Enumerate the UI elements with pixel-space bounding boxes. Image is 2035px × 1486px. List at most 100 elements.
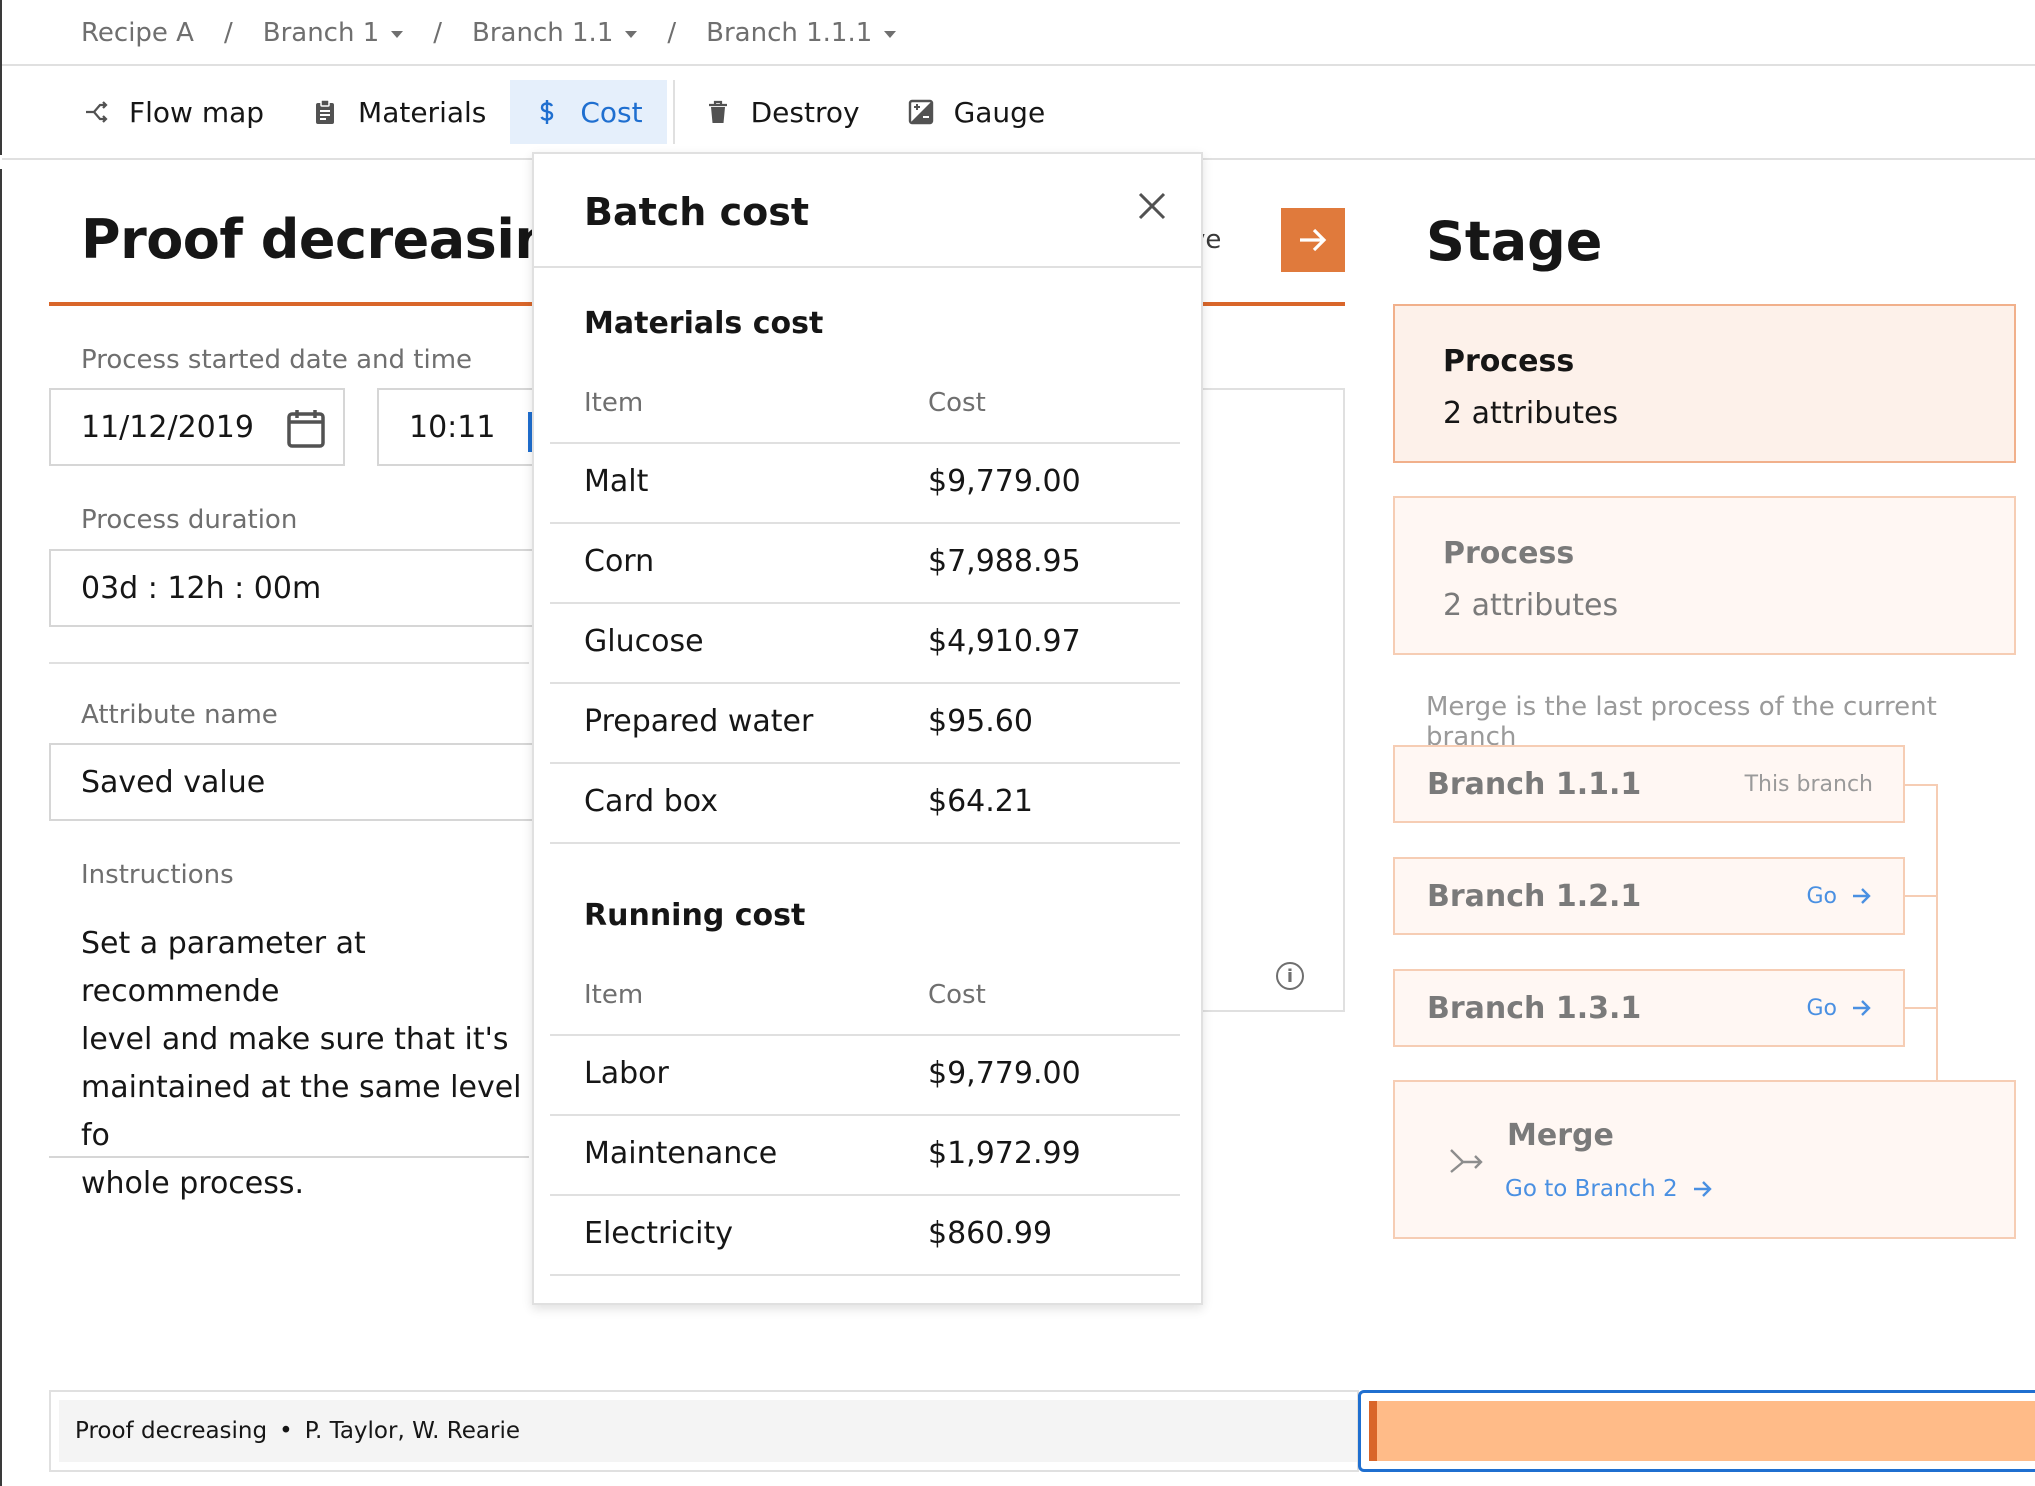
breadcrumb-label: Branch 1.1.1 <box>706 18 873 48</box>
progress-bar[interactable] <box>1358 1390 2035 1472</box>
tool-flow-map[interactable]: Flow map <box>59 80 288 144</box>
branch-connector <box>1905 784 1938 786</box>
calendar-icon[interactable] <box>287 408 325 448</box>
go-to-branch-link[interactable]: Go to Branch 2 <box>1505 1176 1714 1202</box>
page-title: Proof decreasing <box>81 208 591 271</box>
started-label: Process started date and time <box>81 345 473 375</box>
breadcrumb-separator: / <box>223 18 233 48</box>
instructions-line: maintained at the same level fo <box>81 1070 522 1153</box>
cell-cost: $9,779.00 <box>928 1056 1081 1091</box>
cell-cost: $4,910.97 <box>928 624 1081 659</box>
cell-item: Maintenance <box>584 1136 778 1171</box>
notes-area[interactable] <box>1200 388 1345 1012</box>
bottom-divider <box>49 1156 529 1158</box>
tool-destroy[interactable]: Destroy <box>681 80 884 144</box>
table-row: Prepared water $95.60 <box>550 682 1180 762</box>
time-field[interactable]: 10:11 <box>377 388 537 466</box>
branch-name: Branch 1.1.1 <box>1427 766 1642 802</box>
next-button[interactable] <box>1281 208 1345 272</box>
stage-note: Merge is the last process of the current… <box>1426 692 1937 752</box>
arrow-right-icon <box>1300 228 1327 252</box>
tool-label: Flow map <box>129 95 265 129</box>
breadcrumb-label: Recipe A <box>81 18 194 48</box>
cell-cost: $7,988.95 <box>928 544 1081 579</box>
go-link[interactable]: Go <box>1806 971 1873 1045</box>
tool-cost[interactable]: Cost <box>510 80 667 144</box>
branch-connector <box>1905 895 1938 897</box>
popover-title: Batch cost <box>584 190 809 234</box>
card-title: Process <box>1443 536 1575 571</box>
instructions-line: Set a parameter at recommende <box>81 926 366 1009</box>
column-header-item: Item <box>584 388 644 418</box>
tool-materials[interactable]: Materials <box>288 80 510 144</box>
cell-item: Labor <box>584 1056 669 1091</box>
caret-down-icon <box>884 30 897 38</box>
column-header-cost: Cost <box>928 980 986 1010</box>
tool-gauge[interactable]: Gauge <box>884 80 1070 144</box>
stage-card-process-active[interactable]: Process 2 attributes <box>1393 304 2016 463</box>
materials-cost-title: Materials cost <box>584 306 824 341</box>
branch-item-1-2-1[interactable]: Branch 1.2.1 Go <box>1393 857 1905 935</box>
duration-value: 03d : 12h : 00m <box>81 570 322 606</box>
tool-label: Cost <box>580 95 643 129</box>
cell-item: Card box <box>584 784 718 819</box>
merge-icon <box>1450 1149 1483 1173</box>
cell-item: Electricity <box>584 1216 734 1251</box>
cell-item: Corn <box>584 544 655 579</box>
attribute-label: Attribute name <box>81 700 278 730</box>
status-people: P. Taylor, W. Rearie <box>304 1418 520 1444</box>
cell-cost: $95.60 <box>928 704 1033 739</box>
go-link[interactable]: Go <box>1806 859 1873 933</box>
breadcrumb-branch-1-1[interactable]: Branch 1.1 <box>472 18 638 48</box>
table-row: Malt $9,779.00 <box>550 442 1180 522</box>
status-bar: Proof decreasing • P. Taylor, W. Rearie <box>49 1390 1359 1472</box>
table-row: Labor $9,779.00 <box>550 1034 1180 1114</box>
stage-card-process[interactable]: Process 2 attributes <box>1393 496 2016 655</box>
instructions-line: level and make sure that it's <box>81 1022 509 1057</box>
attribute-field[interactable]: Saved value <box>49 743 539 821</box>
card-subtitle: 2 attributes <box>1443 588 1619 623</box>
popover-divider <box>534 266 1201 268</box>
gauge-icon <box>908 99 933 125</box>
branch-item-1-1-1: Branch 1.1.1 This branch <box>1393 745 1905 823</box>
breadcrumb-separator: / <box>667 18 677 48</box>
breadcrumb-branch-1[interactable]: Branch 1 <box>263 18 404 48</box>
running-cost-title: Running cost <box>584 898 806 933</box>
instructions-text: Set a parameter at recommende level and … <box>81 920 551 1208</box>
tool-label: Materials <box>358 95 487 129</box>
table-row: Maintenance $1,972.99 <box>550 1114 1180 1194</box>
table-row: Card box $64.21 <box>550 762 1180 842</box>
clipboard-icon <box>316 99 335 124</box>
go-label: Go <box>1806 883 1837 909</box>
cell-cost: $860.99 <box>928 1216 1053 1251</box>
trash-icon <box>708 100 727 123</box>
breadcrumb-branch-1-1-1[interactable]: Branch 1.1.1 <box>706 18 897 48</box>
branch-status: This branch <box>1745 747 1873 821</box>
branch-item-1-3-1[interactable]: Branch 1.3.1 Go <box>1393 969 1905 1047</box>
branch-connector <box>1905 1007 1938 1009</box>
table-end-rule <box>550 1274 1180 1276</box>
time-field-focus-edge <box>528 412 532 452</box>
stage-title: Stage <box>1426 210 1603 273</box>
window-left-border <box>0 0 2 1486</box>
info-icon[interactable]: i <box>1276 962 1304 990</box>
card-subtitle: 2 attributes <box>1443 396 1619 431</box>
breadcrumb: Recipe A / Branch 1 / Branch 1.1 / Branc… <box>81 14 897 52</box>
breadcrumb-recipe-a[interactable]: Recipe A <box>81 18 194 48</box>
date-field[interactable]: 11/12/2019 <box>49 388 345 466</box>
this-branch-label: This branch <box>1744 771 1873 797</box>
table-end-rule <box>550 842 1180 844</box>
arrow-right-icon <box>1693 1181 1712 1197</box>
status-bullet: • <box>279 1418 293 1444</box>
branch-name: Branch 1.2.1 <box>1427 878 1642 914</box>
flow-map-icon <box>86 101 108 123</box>
toolbar-divider <box>672 80 675 144</box>
cell-item: Prepared water <box>584 704 814 739</box>
close-icon[interactable] <box>1134 188 1170 224</box>
stage-card-merge[interactable]: Merge <box>1393 1080 2016 1239</box>
table-row: Electricity $860.99 <box>550 1194 1180 1274</box>
cell-cost: $1,972.99 <box>928 1136 1081 1171</box>
breadcrumb-label: Branch 1 <box>262 18 380 48</box>
duration-field[interactable]: 03d : 12h : 00m <box>49 549 539 627</box>
toolbar: Flow map Materials Cost Destroy Gauge <box>59 80 1069 144</box>
